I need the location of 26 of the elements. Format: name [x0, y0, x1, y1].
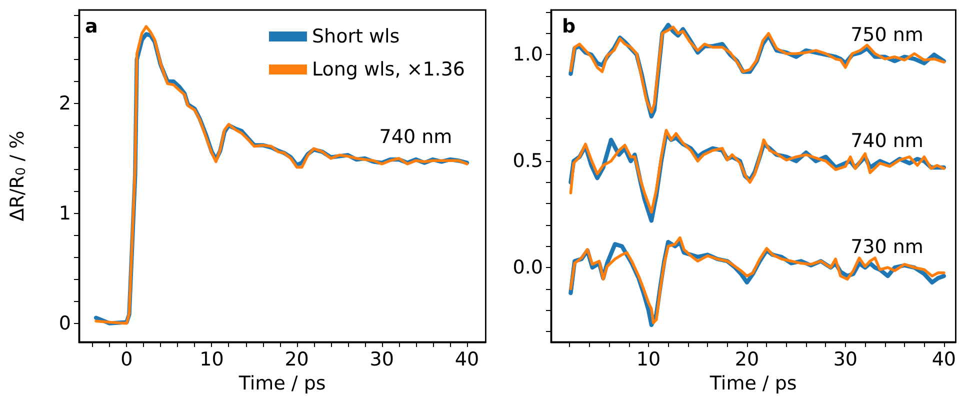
x-tick-label: 10: [200, 348, 224, 370]
y-tick-label: 0: [58, 312, 71, 334]
x-tick-label: 40: [454, 348, 480, 370]
annotation: 750 nm: [850, 24, 924, 46]
annotation: 740 nm: [379, 126, 452, 148]
y-tick-label: 1: [58, 202, 71, 224]
x-tick-label: 20: [734, 348, 760, 370]
x-tick-label: 0: [120, 348, 133, 370]
y-tick-label: 0.0: [512, 256, 543, 279]
annotation: 740 nm: [850, 130, 924, 152]
y-tick-label: 1.0: [512, 44, 543, 66]
chart-title: b: [562, 16, 576, 38]
x-tick-label: 40: [932, 348, 956, 370]
legend-label: Short wls: [312, 26, 400, 48]
y-tick-label: 0.5: [512, 150, 543, 172]
chart-title: a: [85, 16, 98, 38]
y-axis-title: ΔR/R0 / %: [6, 130, 29, 222]
y-tick-label: 2: [58, 92, 71, 114]
x-tick-label: 30: [370, 348, 394, 370]
x-tick-label: 10: [636, 348, 661, 370]
x-axis-title: Time / ps: [238, 372, 326, 394]
annotation: 730 nm: [850, 236, 924, 258]
x-tick-label: 30: [833, 348, 858, 370]
x-tick-label: 20: [284, 348, 309, 370]
legend-label: Long wls, ×1.36: [312, 58, 466, 80]
x-axis-title: Time / ps: [708, 372, 797, 394]
